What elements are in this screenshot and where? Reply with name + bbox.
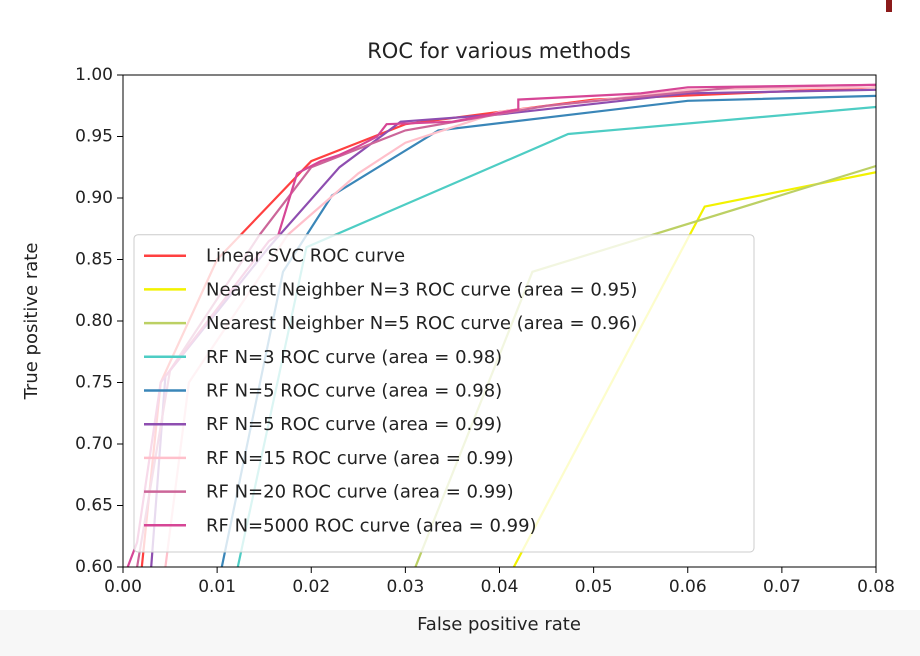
- y-tick-label: 1.00: [75, 65, 113, 85]
- x-tick-label: 0.04: [481, 577, 519, 597]
- x-tick-label: 0.00: [104, 577, 142, 597]
- x-tick-label: 0.02: [292, 577, 330, 597]
- y-tick-label: 0.85: [75, 250, 113, 270]
- chart-title: ROC for various methods: [367, 39, 631, 63]
- y-tick-label: 0.65: [75, 496, 113, 516]
- x-tick-label: 0.01: [198, 577, 236, 597]
- legend-label: RF N=5 ROC curve (area = 0.98): [206, 381, 502, 402]
- legend-label: RF N=15 ROC curve (area = 0.99): [206, 448, 514, 469]
- y-tick-label: 0.60: [75, 557, 113, 577]
- legend-label: RF N=3 ROC curve (area = 0.98): [206, 347, 502, 368]
- axes-frame: [122, 74, 877, 568]
- y-tick-label: 0.70: [75, 434, 113, 454]
- legend-label: RF N=20 ROC curve (area = 0.99): [206, 482, 514, 503]
- y-axis-label: True positive rate: [21, 243, 42, 401]
- x-tick-label: 0.08: [857, 577, 895, 597]
- legend-box: [133, 234, 755, 553]
- x-tick-label: 0.03: [386, 577, 424, 597]
- x-tick-label: 0.05: [575, 577, 613, 597]
- legend-label: Nearest Neighber N=3 ROC curve (area = 0…: [206, 279, 637, 300]
- legend-label: RF N=5 ROC curve (area = 0.99): [206, 414, 502, 435]
- corner-mark: [886, 0, 892, 12]
- legend-label: Nearest Neighber N=5 ROC curve (area = 0…: [206, 313, 637, 334]
- legend-label: RF N=5000 ROC curve (area = 0.99): [206, 515, 537, 536]
- x-tick-label: 0.07: [763, 577, 801, 597]
- legend-label: Linear SVC ROC curve: [206, 246, 405, 267]
- y-tick-label: 0.90: [75, 188, 113, 208]
- x-axis-label: False positive rate: [417, 614, 581, 635]
- y-tick-label: 0.95: [75, 127, 113, 147]
- x-tick-label: 0.06: [669, 577, 707, 597]
- y-tick-label: 0.75: [75, 373, 113, 393]
- background-strip: [0, 610, 920, 656]
- y-tick-label: 0.80: [75, 311, 113, 331]
